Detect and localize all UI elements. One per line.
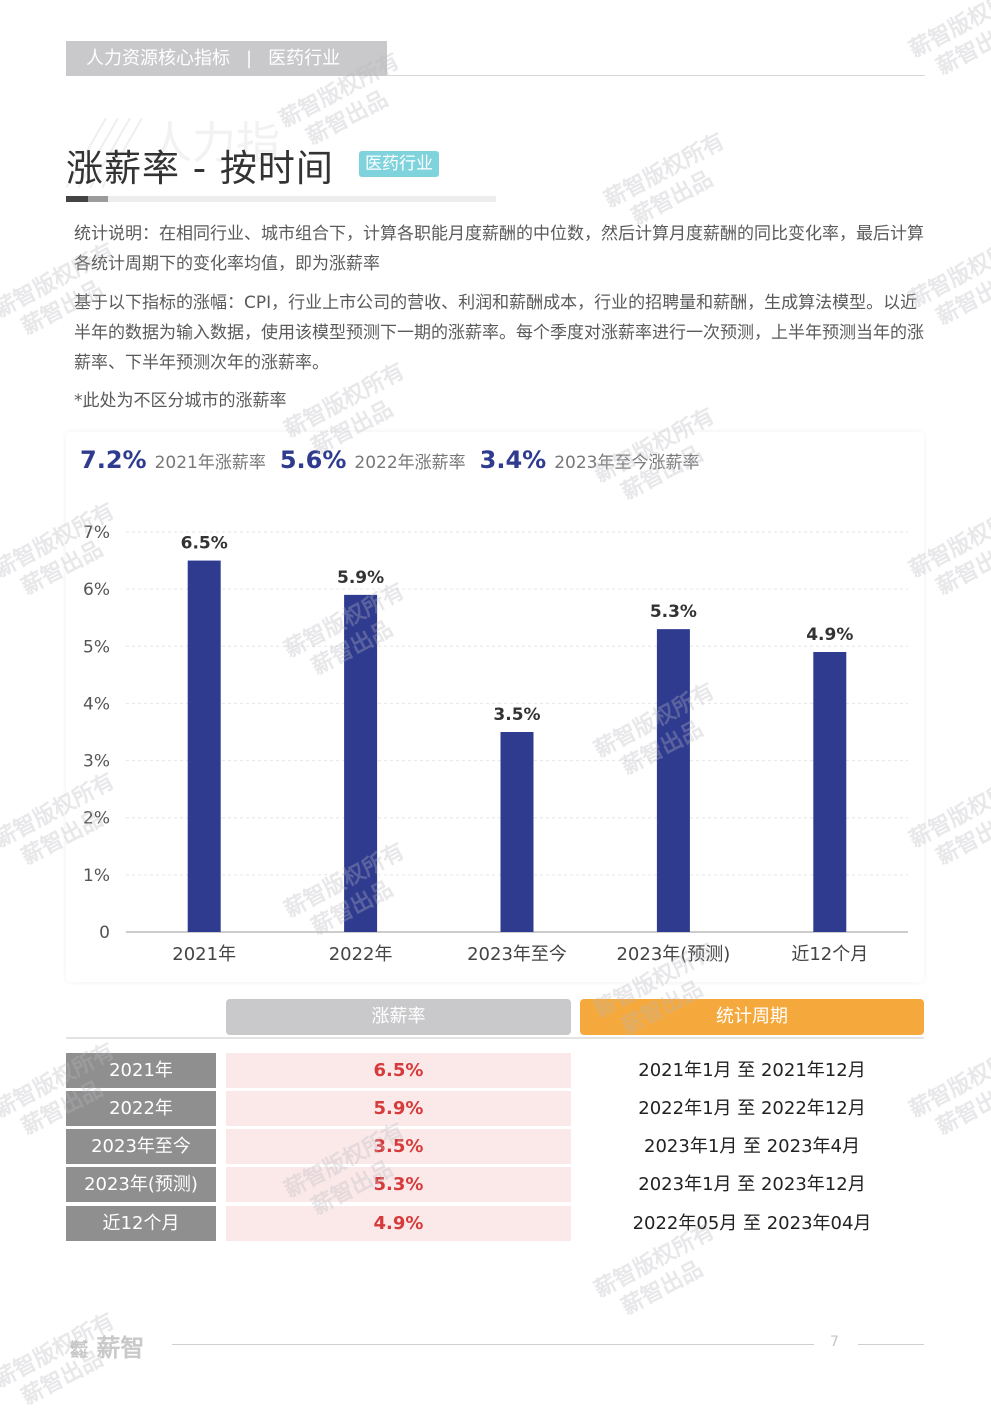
table-row-label: 2023年至今 <box>66 1129 216 1164</box>
city-footnote: *此处为不区分城市的涨薪率 <box>74 391 287 411</box>
table-row-rate: 5.9% <box>226 1091 571 1126</box>
watermark-text: 薪智版权所有 薪智出品 <box>905 0 991 81</box>
y-tick-label: 3% <box>83 752 110 772</box>
kpi-2021-value: 7.2% <box>80 446 147 474</box>
table-row-period: 2023年1月 至 2023年4月 <box>580 1129 924 1164</box>
header-industry: 医药行业 <box>268 48 341 69</box>
table-header-rule <box>66 1037 924 1039</box>
bar-data-label: 6.5% <box>181 534 228 554</box>
title-underline <box>66 196 496 202</box>
y-tick-label: 1% <box>83 866 110 886</box>
kpi-2022-value: 5.6% <box>279 446 347 474</box>
table-row-period: 2022年1月 至 2022年12月 <box>580 1091 924 1126</box>
table-row-label: 近12个月 <box>66 1206 216 1241</box>
header-bar: 人力资源核心指标 | 医药行业 <box>66 41 387 76</box>
y-tick-label: 2% <box>83 809 110 829</box>
bar <box>344 594 378 932</box>
page-number: 7 <box>830 1334 839 1350</box>
statistics-note: 统计说明：在相同行业、城市组合下，计算各职能月度薪酬的中位数，然后计算月度薪酬的… <box>74 224 924 274</box>
bar <box>813 652 847 932</box>
title-background-text: 人力指 <box>148 118 280 169</box>
y-tick-label: 6% <box>83 580 110 600</box>
bar-data-label: 4.9% <box>806 625 853 645</box>
bar-data-label: 5.3% <box>650 602 697 622</box>
bar <box>187 560 221 932</box>
y-tick-label: 7% <box>83 523 110 543</box>
kpi-2023-value: 3.4% <box>479 446 547 474</box>
industry-badge: 医药行业 <box>359 151 439 177</box>
watermark-text: 薪智版权所有 薪智出品 <box>0 1308 119 1411</box>
footer-rule-right <box>858 1344 924 1345</box>
page-title: 涨薪率 - 按时间 <box>66 147 334 190</box>
table-row-rate: 4.9% <box>226 1206 571 1241</box>
period-column-header: 统计周期 <box>580 999 924 1035</box>
bar-data-label: 3.5% <box>493 705 540 725</box>
bar <box>500 732 534 932</box>
y-tick-label: 0 <box>99 923 110 943</box>
table-row-label: 2022年 <box>66 1091 216 1126</box>
x-tick-label: 2023年(预测) <box>616 944 730 965</box>
kpi-2021-label: 2021年涨薪率 <box>154 453 266 473</box>
brand-logo-icon: ㍿ <box>70 1340 88 1361</box>
method-note: 基于以下指标的涨幅：CPI，行业上市公司的营收、利润和薪酬成本，行业的招聘量和薪… <box>74 293 924 373</box>
table-row-label: 2021年 <box>66 1053 216 1088</box>
x-tick-label: 2023年至今 <box>467 944 567 965</box>
kpi-2022-label: 2022年涨薪率 <box>354 453 466 473</box>
header-separator: | <box>246 48 253 69</box>
footer-brand: 薪智 <box>96 1334 145 1362</box>
bar-data-label: 5.9% <box>337 568 384 588</box>
table-row-period: 2021年1月 至 2021年12月 <box>580 1053 924 1088</box>
x-tick-label: 2022年 <box>329 944 393 965</box>
rate-column-header: 涨薪率 <box>226 999 571 1035</box>
table-row-rate: 6.5% <box>226 1053 571 1088</box>
kpi-2023-label: 2023年至今涨薪率 <box>554 453 700 473</box>
title-background-decoration: 人力指 <box>66 118 346 188</box>
bar <box>656 629 690 932</box>
footer-logo: ㍿ 薪智 <box>70 1328 144 1363</box>
table-row-period: 2022年05月 至 2023年04月 <box>580 1206 924 1241</box>
y-tick-label: 4% <box>83 694 110 714</box>
table-row-period: 2023年1月 至 2023年12月 <box>580 1167 924 1202</box>
salary-increase-bar-chart: 0 1% 2% 3% 4% 5% 6% 7% 6.5% 2021年 5.9% 2022年 3.5% 202… <box>83 523 908 965</box>
header-category: 人力资源核心指标 <box>86 48 230 69</box>
table-row-rate: 3.5% <box>226 1129 571 1164</box>
x-tick-label: 近12个月 <box>791 944 868 965</box>
kpi-row: 7.2% 2021年涨薪率 5.6% 2022年涨薪率 3.4% 2023年至今涨薪率 <box>80 446 713 474</box>
y-tick-label: 5% <box>83 637 110 657</box>
header-rule <box>387 75 925 76</box>
table-row-rate: 5.3% <box>226 1167 571 1202</box>
diagonal-stripes-decoration: 人力指 <box>66 118 280 188</box>
x-tick-label: 2021年 <box>172 944 236 965</box>
table-row-label: 2023年(预测) <box>66 1167 216 1202</box>
footer-rule-left <box>172 1344 814 1345</box>
